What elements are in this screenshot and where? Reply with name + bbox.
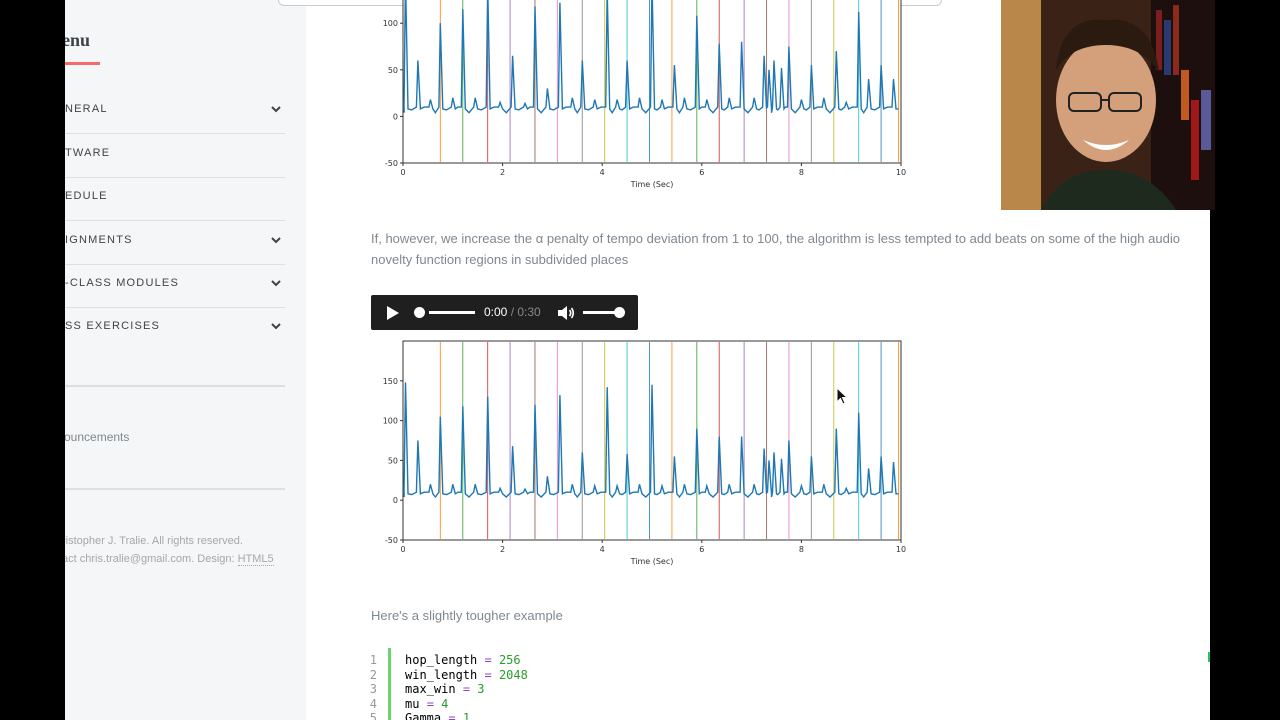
x-tick-label: 0 [400,545,405,554]
x-tick-label: 8 [799,168,804,177]
nav-item-label: SS EXERCISES [65,320,161,332]
code-operator: = [448,711,456,720]
nav-item-class-exercises[interactable]: SS EXERCISES [65,307,285,350]
x-tick-label: 4 [600,545,605,554]
sidebar: enu NERAL TWARE EDULE IGNMENTS -CLASS MO… [65,0,306,720]
nav-item-label: EDULE [65,190,108,202]
nav-item-assignments[interactable]: IGNMENTS [65,221,285,265]
code-text: max_win = 3 [405,682,485,696]
y-tick-label: 150 [383,377,398,386]
sidebar-divider [65,385,285,387]
y-tick-label: 50 [388,456,398,465]
code-block: 1 hop_length = 256 2 win_length = 2048 3 max_… [370,648,991,720]
plot-frame [402,340,902,541]
nav-item-label: -CLASS MODULES [65,277,179,289]
current-time: 0:00 [484,305,508,319]
code-number: 2048 [498,667,528,682]
audio-player[interactable]: 0:00 / 0:30 [371,295,638,330]
play-icon[interactable] [387,306,399,320]
duration: 0:30 [517,305,541,319]
chevron-down-icon[interactable] [269,102,283,116]
y-tick-label: 0 [393,496,398,505]
nav-item-label: TWARE [65,147,111,159]
copyright-text: ristopher J. Tralie. All rights reserved… [65,535,243,547]
nav-item-schedule[interactable]: EDULE [65,177,285,221]
paragraph-alpha-penalty: If, however, we increase the α penalty o… [371,231,1180,267]
paragraph-tougher-example: Here's a slightly tougher example [371,608,563,623]
chevron-down-icon[interactable] [269,276,283,290]
seek-knob[interactable] [414,307,425,318]
x-tick-label: 4 [600,168,605,177]
time-separator: / [507,305,518,319]
x-tick-label: 2 [500,168,505,177]
mouse-cursor-icon [836,387,848,405]
y-tick-label: 0 [393,112,398,121]
contact-line: act chris.tralie@gmail.com. Design: HTML… [65,550,274,568]
y-tick-label: -50 [385,159,398,168]
line-number: 3 [369,682,377,696]
volume-icon[interactable] [557,305,575,321]
design-link[interactable]: HTML5 [237,553,274,566]
code-operator: = [484,653,492,667]
presenter-video [1001,0,1215,210]
code-variable: max_win [405,682,456,696]
y-tick-label: -50 [385,536,398,545]
code-variable: hop_length [405,653,478,667]
x-tick-label: 2 [500,545,505,554]
code-operator: = [462,682,471,696]
volume-knob[interactable] [614,307,625,318]
menu-heading-underline [65,62,100,65]
main-content: 0 2 4 6 8 10 -50 0 50 100 Time (Sec) If, however, … [278,0,1210,720]
announcements-link[interactable]: ouncements [65,430,130,444]
sidebar-footer: ristopher J. Tralie. All rights reserved… [65,532,274,568]
code-number: 3 [477,682,485,696]
nav-item-software[interactable]: TWARE [65,134,285,178]
novelty-curve [403,382,899,499]
nav-item-label: NERAL [65,103,108,115]
x-tick-label: 10 [896,545,906,554]
x-tick-label: 6 [699,545,704,554]
chevron-down-icon[interactable] [269,233,283,247]
novelty-curve [403,0,899,115]
seek-bar[interactable] [429,311,475,314]
code-variable: win_length [405,667,478,682]
code-number: 4 [441,696,449,711]
code-number: 1 [462,711,471,720]
x-tick-label: 10 [896,168,906,177]
volume-slider[interactable] [583,311,621,314]
nav-item-label: IGNMENTS [65,234,133,246]
menu-heading: enu [65,30,91,50]
line-number: 4 [369,696,377,711]
code-text: win_length = 2048 [405,668,528,682]
time-display: 0:00 / 0:30 [484,305,541,319]
x-tick-label: 6 [699,168,704,177]
code-text: mu = 4 [405,697,448,711]
x-tick-label: 0 [400,168,405,177]
code-operator: = [426,696,434,711]
scroll-marker [1208,652,1210,662]
y-tick-label: 100 [383,19,398,28]
x-axis-label: Time (Sec) [630,557,674,566]
webcam-overlay [1001,0,1215,210]
x-axis-label: Time (Sec) [630,180,674,189]
nav-item-general[interactable]: NERAL [65,90,285,134]
code-number: 256 [498,653,521,667]
code-variable: mu [405,696,420,711]
line-number: 1 [369,653,377,667]
code-variable: Gamma [405,711,442,720]
y-tick-label: 50 [388,66,398,75]
code-operator: = [484,667,492,682]
line-number: 2 [369,667,377,682]
nav-item-in-class-modules[interactable]: -CLASS MODULES [65,264,285,308]
y-tick-label: 100 [383,417,398,426]
contact-text: act chris.tralie@gmail.com. Design: [65,553,238,565]
x-tick-label: 8 [799,545,804,554]
code-text: hop_length = 256 [405,653,521,667]
chevron-down-icon[interactable] [269,319,283,333]
sidebar-divider [65,488,285,490]
code-text: Gamma = 1 [405,711,470,720]
line-number: 5 [369,711,377,720]
